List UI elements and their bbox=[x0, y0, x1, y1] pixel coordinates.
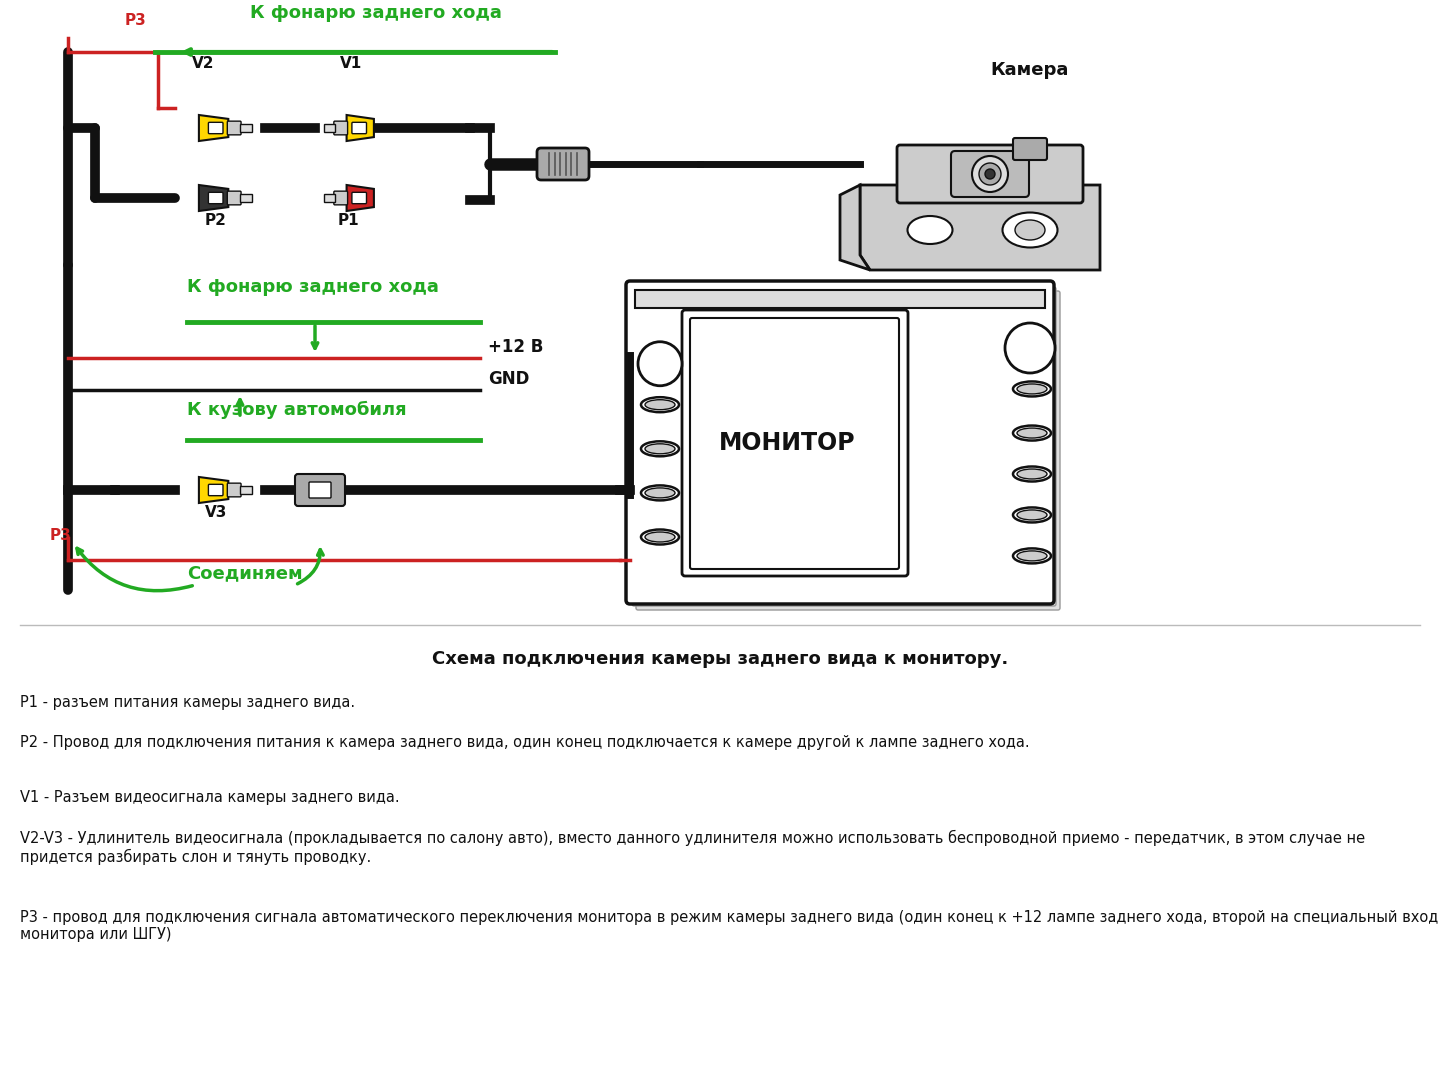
Polygon shape bbox=[199, 477, 229, 503]
Text: К кузову автомобиля: К кузову автомобиля bbox=[187, 401, 406, 419]
Circle shape bbox=[985, 169, 995, 179]
FancyBboxPatch shape bbox=[228, 121, 240, 135]
Ellipse shape bbox=[645, 400, 675, 410]
FancyBboxPatch shape bbox=[351, 192, 367, 204]
FancyBboxPatch shape bbox=[690, 318, 899, 569]
Text: V1 - Разъем видеосигнала камеры заднего вида.: V1 - Разъем видеосигнала камеры заднего … bbox=[20, 790, 400, 805]
Text: V3: V3 bbox=[204, 505, 228, 520]
FancyBboxPatch shape bbox=[228, 483, 240, 496]
FancyBboxPatch shape bbox=[626, 281, 1054, 604]
Ellipse shape bbox=[1012, 466, 1051, 481]
FancyBboxPatch shape bbox=[209, 122, 223, 134]
Ellipse shape bbox=[1012, 426, 1051, 441]
Ellipse shape bbox=[1017, 384, 1047, 393]
Text: V2-V3 - Удлинитель видеосигнала (прокладывается по салону авто), вместо данного : V2-V3 - Удлинитель видеосигнала (проклад… bbox=[20, 830, 1365, 865]
FancyBboxPatch shape bbox=[228, 191, 240, 205]
Bar bbox=[240, 486, 252, 494]
Polygon shape bbox=[199, 115, 229, 142]
Text: GND: GND bbox=[488, 370, 530, 388]
FancyBboxPatch shape bbox=[683, 310, 909, 576]
Text: К фонарю заднего хода: К фонарю заднего хода bbox=[251, 4, 503, 23]
Circle shape bbox=[972, 157, 1008, 192]
Text: P3 - провод для подключения сигнала автоматического переключения монитора в режи: P3 - провод для подключения сигнала авто… bbox=[20, 910, 1439, 942]
Ellipse shape bbox=[641, 486, 680, 501]
FancyBboxPatch shape bbox=[537, 148, 589, 180]
Polygon shape bbox=[860, 185, 1100, 270]
Text: V2: V2 bbox=[192, 56, 215, 71]
Bar bbox=[240, 124, 252, 132]
Text: Соединяем: Соединяем bbox=[187, 564, 302, 582]
Polygon shape bbox=[840, 185, 870, 270]
Bar bbox=[324, 194, 336, 202]
FancyBboxPatch shape bbox=[334, 121, 347, 135]
Text: P2: P2 bbox=[204, 213, 228, 228]
Text: +12 В: +12 В bbox=[488, 338, 543, 356]
FancyBboxPatch shape bbox=[351, 122, 367, 134]
Text: Схема подключения камеры заднего вида к монитору.: Схема подключения камеры заднего вида к … bbox=[432, 650, 1008, 668]
FancyBboxPatch shape bbox=[295, 474, 346, 506]
Ellipse shape bbox=[1015, 220, 1045, 240]
Ellipse shape bbox=[645, 532, 675, 542]
Text: МОНИТОР: МОНИТОР bbox=[719, 432, 855, 456]
FancyBboxPatch shape bbox=[209, 192, 223, 204]
Circle shape bbox=[979, 163, 1001, 185]
Polygon shape bbox=[347, 115, 374, 142]
FancyBboxPatch shape bbox=[636, 291, 1060, 610]
Ellipse shape bbox=[641, 442, 680, 457]
Ellipse shape bbox=[1017, 428, 1047, 438]
Text: P3: P3 bbox=[50, 528, 72, 544]
FancyBboxPatch shape bbox=[897, 145, 1083, 203]
Circle shape bbox=[1005, 323, 1056, 373]
Ellipse shape bbox=[907, 215, 952, 244]
Text: P1 - разъем питания камеры заднего вида.: P1 - разъем питания камеры заднего вида. bbox=[20, 695, 356, 710]
Ellipse shape bbox=[1002, 212, 1057, 248]
Polygon shape bbox=[199, 185, 229, 211]
Bar bbox=[635, 291, 1045, 308]
Ellipse shape bbox=[1017, 510, 1047, 520]
Ellipse shape bbox=[641, 398, 680, 413]
Polygon shape bbox=[347, 185, 374, 211]
Text: К фонарю заднего хода: К фонарю заднего хода bbox=[187, 278, 439, 296]
Circle shape bbox=[638, 342, 683, 386]
Text: P2 - Провод для подключения питания к камера заднего вида, один конец подключает: P2 - Провод для подключения питания к ка… bbox=[20, 735, 1030, 750]
FancyBboxPatch shape bbox=[310, 482, 331, 498]
Ellipse shape bbox=[645, 488, 675, 497]
FancyBboxPatch shape bbox=[632, 287, 1056, 606]
Bar bbox=[324, 124, 336, 132]
FancyBboxPatch shape bbox=[950, 151, 1030, 197]
Ellipse shape bbox=[645, 444, 675, 453]
Text: P3: P3 bbox=[125, 13, 147, 28]
Ellipse shape bbox=[1017, 551, 1047, 561]
Text: P1: P1 bbox=[338, 213, 360, 228]
FancyBboxPatch shape bbox=[334, 191, 347, 205]
Ellipse shape bbox=[1012, 507, 1051, 522]
Ellipse shape bbox=[641, 530, 680, 545]
Text: Камера: Камера bbox=[991, 61, 1068, 79]
Ellipse shape bbox=[1012, 549, 1051, 564]
FancyBboxPatch shape bbox=[209, 485, 223, 495]
Text: V1: V1 bbox=[340, 56, 363, 71]
Ellipse shape bbox=[1012, 382, 1051, 397]
Bar bbox=[240, 194, 252, 202]
FancyBboxPatch shape bbox=[1012, 138, 1047, 160]
Ellipse shape bbox=[1017, 470, 1047, 479]
